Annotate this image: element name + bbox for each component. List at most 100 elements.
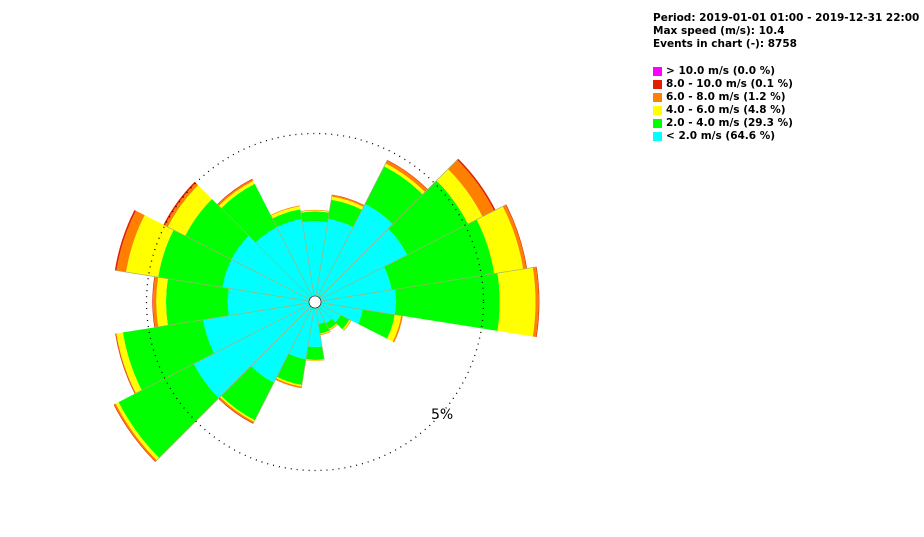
sector-0-class-0 xyxy=(302,221,328,297)
sector-216-class-0 xyxy=(251,306,313,383)
sector-270-class-1 xyxy=(165,278,229,326)
sector-288-class-3 xyxy=(116,210,145,273)
spoke-216 xyxy=(252,301,316,424)
sector-108-class-3 xyxy=(392,315,403,343)
spoke-180 xyxy=(314,301,325,361)
sector-324-class-3 xyxy=(217,179,254,206)
sector-234-class-1 xyxy=(118,363,219,458)
spoke-126 xyxy=(314,301,352,321)
legend-label: < 2.0 m/s (64.6 %) xyxy=(666,130,776,142)
sector-198-class-2 xyxy=(276,376,302,387)
sector-342-class-2 xyxy=(270,206,301,219)
sector-36-class-1 xyxy=(364,166,423,225)
sector-216-class-3 xyxy=(218,397,254,424)
legend-item: 4.0 - 6.0 m/s (4.8 %) xyxy=(653,104,793,117)
wind-rose-sectors xyxy=(113,158,540,462)
sector-162-class-0 xyxy=(315,307,326,324)
sector-36-class-0 xyxy=(317,203,393,298)
sector-324-class-2 xyxy=(218,180,255,209)
spoke-108 xyxy=(314,301,403,317)
sector-126-class-1 xyxy=(335,315,350,330)
sector-306-class-2 xyxy=(167,185,212,236)
sector-342-class-1 xyxy=(272,209,302,228)
sector-72-class-2 xyxy=(476,206,524,274)
legend-item: 6.0 - 8.0 m/s (1.2 %) xyxy=(653,91,793,104)
sector-108-class-2 xyxy=(386,314,402,342)
spoke-72 xyxy=(314,204,507,303)
sector-54-class-3 xyxy=(447,159,495,217)
sector-216-class-2 xyxy=(219,395,255,422)
sector-144-class-1 xyxy=(325,318,337,330)
legend-item: < 2.0 m/s (64.6 %) xyxy=(653,130,793,143)
sector-126-class-2 xyxy=(342,319,351,331)
sector-306-class-4 xyxy=(163,181,196,226)
legend-item: 2.0 - 4.0 m/s (29.3 %) xyxy=(653,117,793,130)
sector-162-class-3 xyxy=(320,331,331,336)
sector-288-class-2 xyxy=(126,215,174,278)
sector-54-class-2 xyxy=(436,169,483,225)
spoke-198 xyxy=(301,301,316,389)
five-percent-ring xyxy=(145,132,485,472)
legend-label: > 10.0 m/s (0.0 %) xyxy=(666,65,776,77)
legend-swatch xyxy=(653,106,662,115)
sector-162-class-2 xyxy=(320,330,330,335)
sector-144-class-2 xyxy=(328,323,338,330)
legend-label: 4.0 - 6.0 m/s (4.8 %) xyxy=(666,104,786,116)
sector-234-class-3 xyxy=(114,403,157,462)
sector-270-class-4 xyxy=(152,276,155,328)
sector-306-class-3 xyxy=(164,182,199,227)
spoke-0 xyxy=(300,210,316,303)
period-text: Period: 2019-01-01 01:00 - 2019-12-31 22… xyxy=(653,12,920,24)
legend-label: 8.0 - 10.0 m/s (0.1 %) xyxy=(666,78,793,90)
sector-342-class-3 xyxy=(270,205,300,216)
events-text: Events in chart (-): 8758 xyxy=(653,38,797,50)
sector-288-class-4 xyxy=(114,210,136,271)
sector-180-class-0 xyxy=(307,307,323,348)
spoke-324 xyxy=(216,203,316,303)
sector-54-class-1 xyxy=(388,180,469,256)
wind-rose-spokes xyxy=(114,158,537,463)
legend-label: 6.0 - 8.0 m/s (1.2 %) xyxy=(666,91,786,103)
sector-72-class-1 xyxy=(384,219,495,290)
legend: > 10.0 m/s (0.0 %) 8.0 - 10.0 m/s (0.1 %)… xyxy=(653,65,793,143)
sector-0-class-1 xyxy=(300,211,330,223)
ring-label: 5% xyxy=(431,407,453,423)
sector-306-class-0 xyxy=(231,235,311,300)
spoke-36 xyxy=(314,159,388,303)
sector-180-class-2 xyxy=(305,359,325,361)
sector-144-class-3 xyxy=(329,324,338,331)
sector-0-class-3 xyxy=(300,209,330,212)
sector-18-class-1 xyxy=(328,199,362,228)
sector-36-class-2 xyxy=(384,163,425,195)
wind-rose-chart: 5% xyxy=(113,132,540,472)
legend-swatch xyxy=(653,67,662,76)
spoke-54 xyxy=(314,158,459,303)
sector-54-class-4 xyxy=(457,158,496,211)
sector-90-class-2 xyxy=(497,267,536,337)
legend-swatch xyxy=(653,80,662,89)
sector-90-class-1 xyxy=(394,273,500,331)
sector-90-class-3 xyxy=(532,267,539,337)
sector-54-class-0 xyxy=(319,228,408,300)
sector-198-class-3 xyxy=(275,378,302,389)
info-panel: Period: 2019-01-01 01:00 - 2019-12-31 22… xyxy=(653,12,919,51)
legend-label: 2.0 - 4.0 m/s (29.3 %) xyxy=(666,117,793,129)
sector-18-class-3 xyxy=(331,194,365,207)
sector-306-class-1 xyxy=(185,198,249,260)
sector-270-class-0 xyxy=(227,288,310,316)
sector-270-class-2 xyxy=(156,277,168,327)
spoke-342 xyxy=(270,214,316,303)
sector-216-class-1 xyxy=(221,365,274,421)
sector-252-class-1 xyxy=(122,319,215,391)
sector-126-class-0 xyxy=(319,304,341,323)
sector-108-class-1 xyxy=(357,309,395,339)
spoke-252 xyxy=(134,301,316,395)
spoke-234 xyxy=(154,301,316,463)
sector-72-class-3 xyxy=(502,204,527,270)
sector-252-class-2 xyxy=(116,332,142,394)
spoke-90 xyxy=(314,266,537,303)
sector-270-class-3 xyxy=(152,276,159,328)
legend-item: > 10.0 m/s (0.0 %) xyxy=(653,65,793,78)
sector-180-class-3 xyxy=(305,359,325,361)
sector-0-class-2 xyxy=(300,210,330,213)
